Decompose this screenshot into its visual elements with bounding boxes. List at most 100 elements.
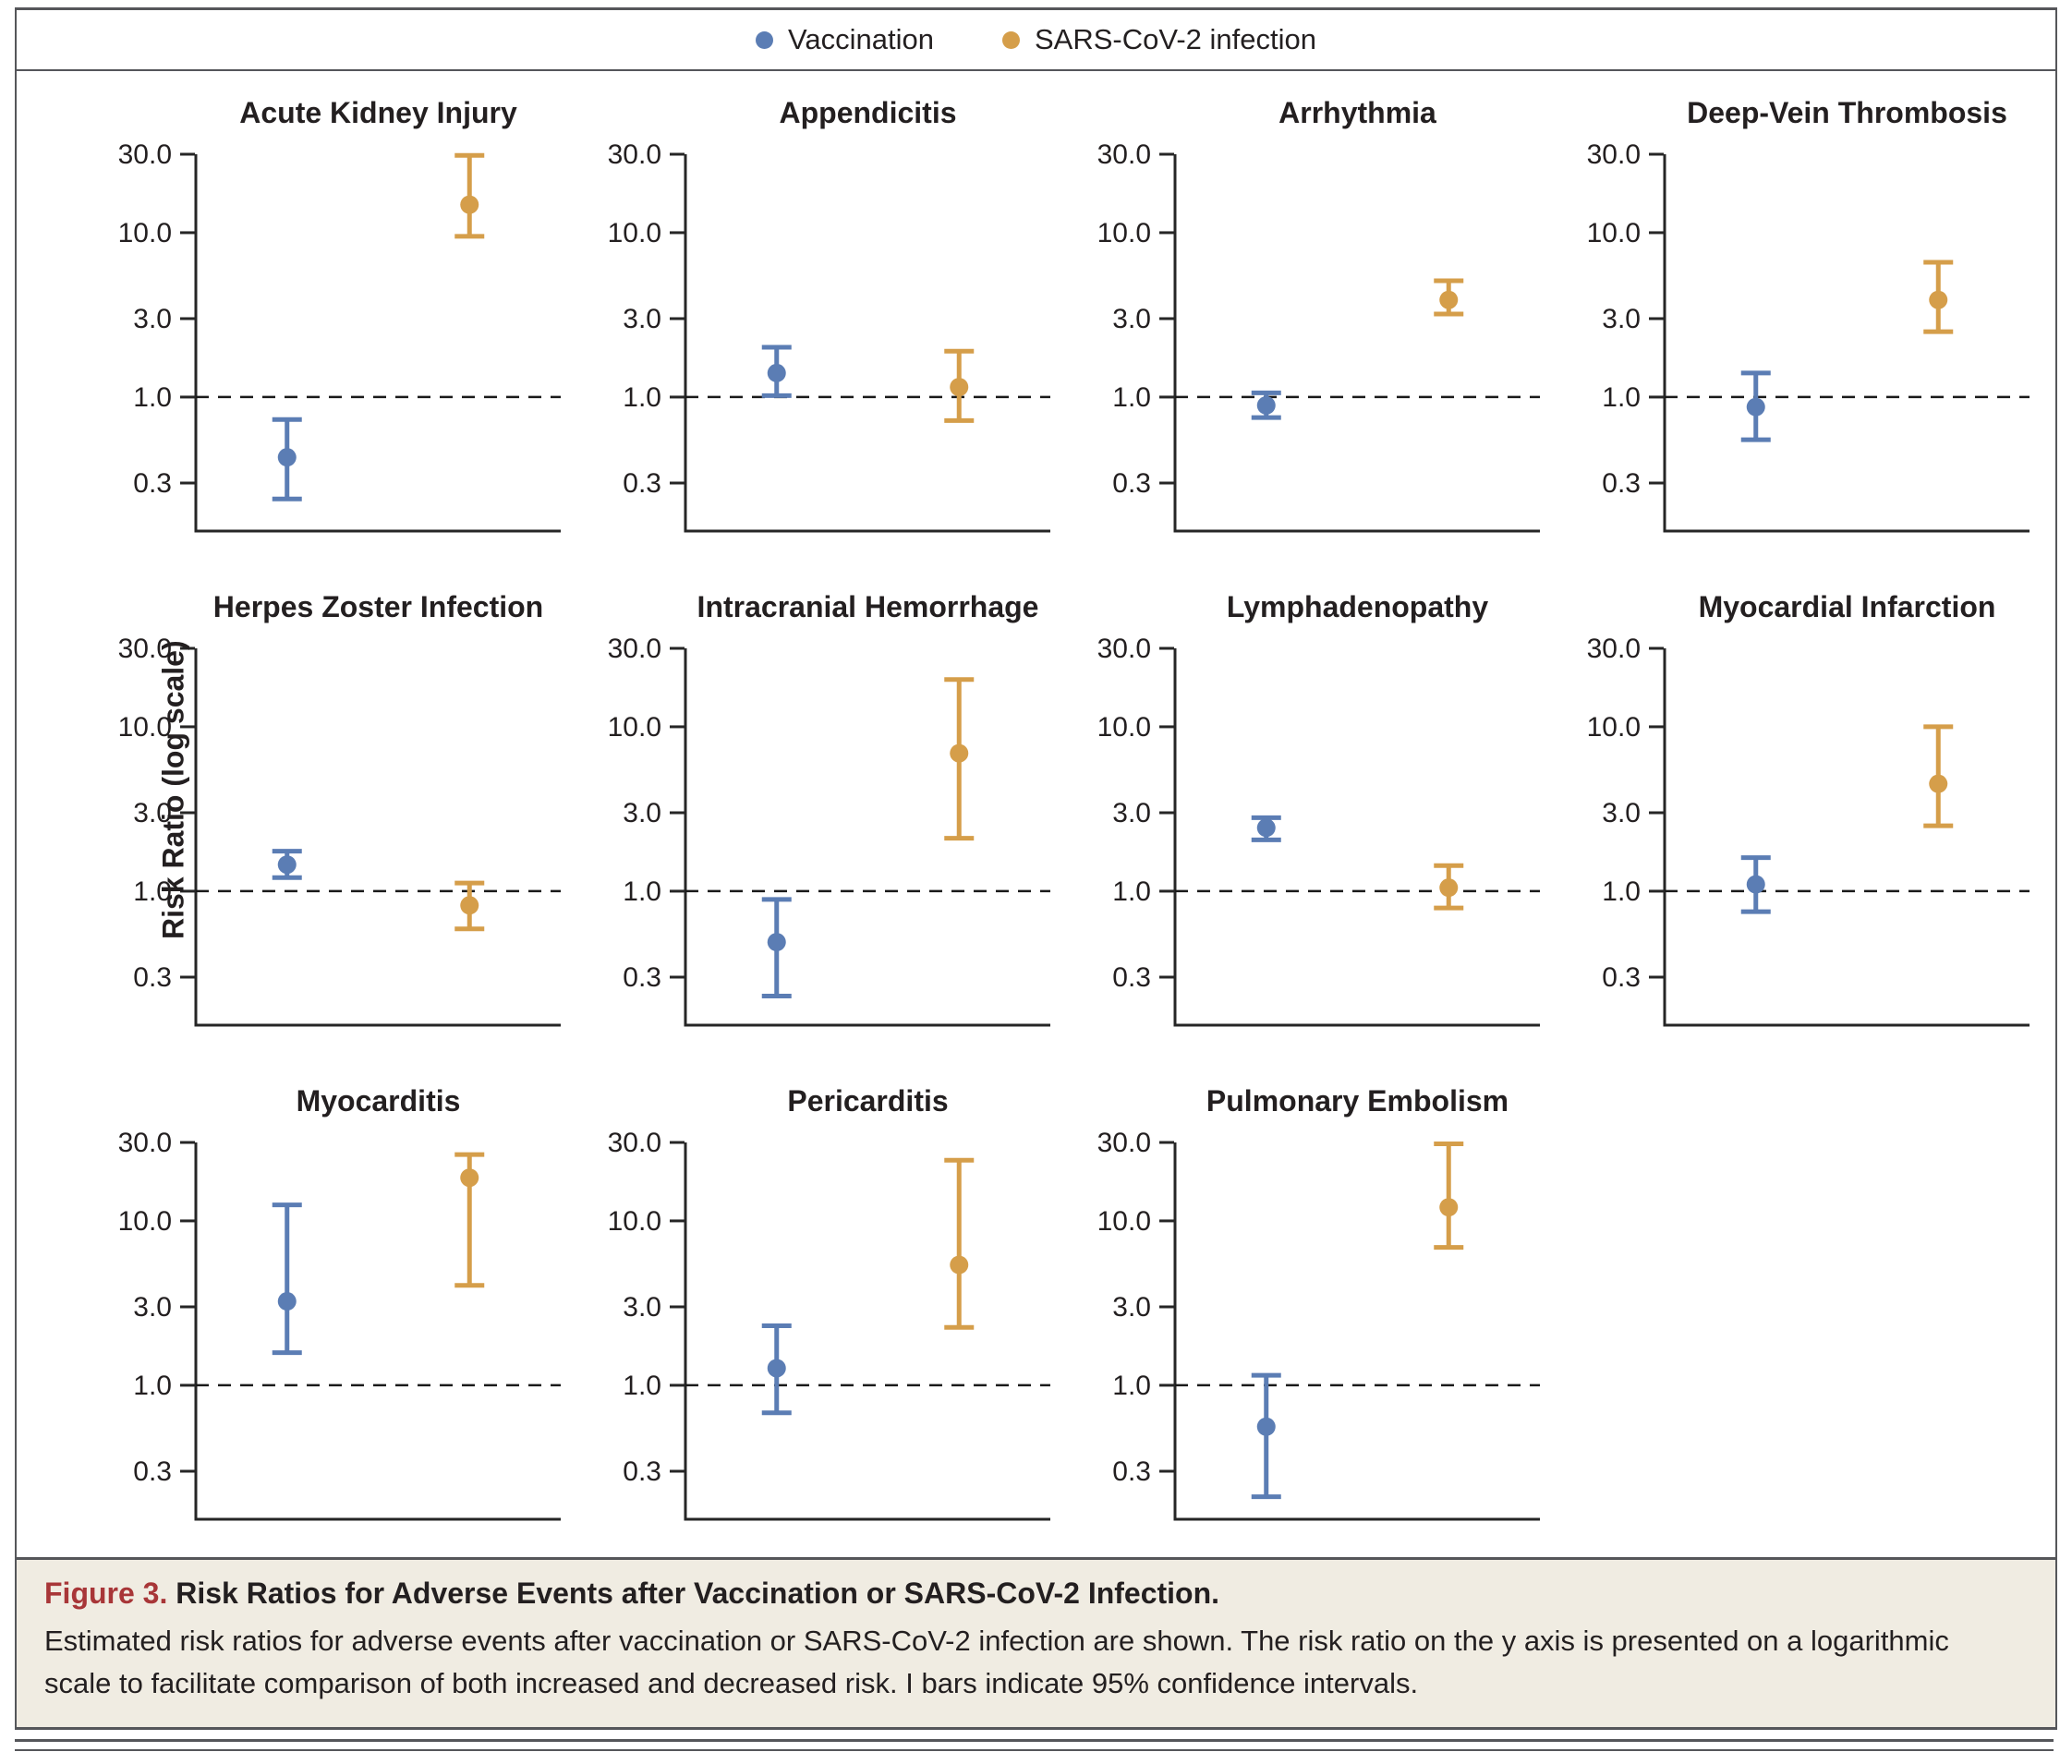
point-infection — [1929, 774, 1948, 793]
y-tick-label: 3.0 — [623, 798, 661, 828]
legend-item-vaccination: Vaccination — [756, 23, 934, 56]
point-vaccination — [1256, 818, 1276, 838]
point-vaccination — [1256, 1417, 1276, 1436]
y-tick-label: 0.3 — [623, 962, 661, 993]
point-vaccination — [1746, 397, 1765, 417]
errorbar-infection — [1434, 278, 1464, 317]
y-tick-label: 10.0 — [608, 712, 661, 743]
y-tick-label: 3.0 — [1602, 798, 1641, 828]
panel-herpes-zoster-infection: Herpes Zoster Infection 30.0 10.0 3.0 1.0 0.3 — [94, 582, 575, 1039]
panel-plot: Pericarditis 30.0 10.0 3.0 1.0 0.3 — [608, 1084, 1050, 1521]
figure-number: Figure 3. — [44, 1577, 168, 1610]
panel-plot: Arrhythmia 30.0 10.0 3.0 1.0 0.3 — [1097, 96, 1540, 533]
bottom-rule-thin — [15, 1749, 2054, 1751]
y-tick-label: 3.0 — [623, 1292, 661, 1323]
panel-plot: Lymphadenopathy 30.0 10.0 3.0 1.0 0.3 — [1097, 590, 1540, 1027]
point-vaccination — [277, 448, 297, 467]
panel-title: Intracranial Hemorrhage — [697, 590, 1039, 623]
y-tick-label: 30.0 — [608, 634, 661, 664]
errorbar-vaccination — [761, 344, 792, 398]
y-tick-label: 10.0 — [608, 218, 661, 248]
errorbar-infection — [454, 1152, 485, 1288]
point-infection — [1439, 290, 1459, 309]
y-tick-label: 3.0 — [133, 304, 172, 334]
panel-plot: Deep-Vein Thrombosis 30.0 10.0 3.0 1.0 0.3 — [1587, 96, 2030, 533]
panel-title: Myocarditis — [297, 1084, 461, 1118]
errorbar-vaccination — [272, 417, 302, 501]
errorbar-vaccination — [1251, 815, 1281, 842]
errorbar-infection — [1434, 1142, 1464, 1251]
y-tick-label: 30.0 — [1587, 634, 1641, 664]
y-tick-label: 1.0 — [1112, 876, 1151, 907]
panel-plot: Myocarditis 30.0 10.0 3.0 1.0 0.3 — [118, 1084, 561, 1521]
y-tick-label: 10.0 — [1587, 712, 1641, 743]
panel-deep-vein-thrombosis: Deep-Vein Thrombosis 30.0 10.0 3.0 1.0 0.3 — [1563, 88, 2043, 545]
panel-plot: Appendicitis 30.0 10.0 3.0 1.0 0.3 — [608, 96, 1050, 533]
y-tick-label: 30.0 — [1097, 139, 1151, 170]
point-vaccination — [277, 855, 297, 875]
y-tick-label: 30.0 — [1587, 139, 1641, 170]
y-tick-label: 0.3 — [133, 962, 172, 993]
y-tick-label: 3.0 — [1112, 798, 1151, 828]
y-tick-label: 0.3 — [1602, 468, 1641, 499]
panel-title: Herpes Zoster Infection — [213, 590, 543, 623]
y-tick-label: 30.0 — [118, 1128, 172, 1158]
point-infection — [460, 896, 479, 915]
point-infection — [460, 1168, 479, 1188]
point-vaccination — [767, 363, 786, 382]
point-infection — [950, 1255, 969, 1275]
y-tick-label: 3.0 — [1112, 304, 1151, 334]
panel-title: Pericarditis — [787, 1084, 948, 1118]
y-tick-label: 10.0 — [118, 1206, 172, 1237]
y-tick-label: 30.0 — [1097, 634, 1151, 664]
panel-lymphadenopathy: Lymphadenopathy 30.0 10.0 3.0 1.0 0.3 — [1073, 582, 1554, 1039]
vaccination-dot-icon — [756, 30, 774, 49]
panel-title: Appendicitis — [779, 96, 956, 129]
y-tick-label: 10.0 — [608, 1206, 661, 1237]
y-tick-label: 30.0 — [608, 139, 661, 170]
panel-intracranial-hemorrhage: Intracranial Hemorrhage 30.0 10.0 3.0 1.0 0.3 — [584, 582, 1064, 1039]
errorbar-vaccination — [1740, 370, 1771, 442]
y-tick-label: 30.0 — [1097, 1128, 1151, 1158]
panel-myocarditis: Myocarditis 30.0 10.0 3.0 1.0 0.3 — [94, 1076, 575, 1533]
y-tick-label: 1.0 — [1112, 382, 1151, 413]
y-tick-label: 0.3 — [1112, 962, 1151, 993]
errorbar-infection — [944, 677, 975, 841]
panel-plot: Myocardial Infarction 30.0 10.0 3.0 1.0 0.3 — [1587, 590, 2030, 1027]
charts-grid: Acute Kidney Injury 30.0 10.0 3.0 1.0 0.3 Appe… — [17, 88, 2055, 1533]
y-tick-label: 1.0 — [1602, 876, 1641, 907]
errorbar-infection — [1923, 260, 1954, 334]
panel-appendicitis: Appendicitis 30.0 10.0 3.0 1.0 0.3 — [584, 88, 1064, 545]
y-tick-label: 1.0 — [133, 1371, 172, 1401]
point-vaccination — [767, 1359, 786, 1378]
panel-title: Pulmonary Embolism — [1206, 1084, 1509, 1118]
caption-title: Figure 3. Risk Ratios for Adverse Events… — [44, 1577, 2028, 1611]
y-tick-label: 3.0 — [133, 1292, 172, 1323]
legend-item-infection: SARS-CoV-2 infection — [1001, 23, 1316, 56]
y-tick-label: 0.3 — [1602, 962, 1641, 993]
y-tick-label: 0.3 — [1112, 1456, 1151, 1487]
point-vaccination — [277, 1292, 297, 1311]
y-tick-label: 1.0 — [1112, 1371, 1151, 1401]
y-tick-label: 1.0 — [133, 876, 172, 907]
point-vaccination — [1746, 875, 1765, 894]
panel-plot: Acute Kidney Injury 30.0 10.0 3.0 1.0 0.3 — [118, 96, 561, 533]
panel-plot: Pulmonary Embolism 30.0 10.0 3.0 1.0 0.3 — [1097, 1084, 1540, 1521]
panel-pulmonary-embolism: Pulmonary Embolism 30.0 10.0 3.0 1.0 0.3 — [1073, 1076, 1554, 1533]
legend-label-infection: SARS-CoV-2 infection — [1034, 23, 1316, 55]
point-vaccination — [767, 933, 786, 952]
errorbar-vaccination — [761, 897, 792, 999]
y-tick-label: 3.0 — [1112, 1292, 1151, 1323]
panel-title: Deep-Vein Thrombosis — [1687, 96, 2007, 129]
y-tick-label: 10.0 — [1097, 712, 1151, 743]
errorbar-vaccination — [1251, 390, 1281, 420]
panel-pericarditis: Pericarditis 30.0 10.0 3.0 1.0 0.3 — [584, 1076, 1064, 1533]
errorbar-vaccination — [1251, 1372, 1281, 1500]
panel-acute-kidney-injury: Acute Kidney Injury 30.0 10.0 3.0 1.0 0.3 — [94, 88, 575, 545]
errorbar-infection — [454, 152, 485, 239]
panel-plot: Herpes Zoster Infection 30.0 10.0 3.0 1.0 0.3 — [118, 590, 561, 1027]
panel-title: Myocardial Infarction — [1699, 590, 1996, 623]
y-tick-label: 10.0 — [1097, 1206, 1151, 1237]
errorbar-infection — [454, 880, 485, 932]
y-tick-label: 1.0 — [623, 1371, 661, 1401]
